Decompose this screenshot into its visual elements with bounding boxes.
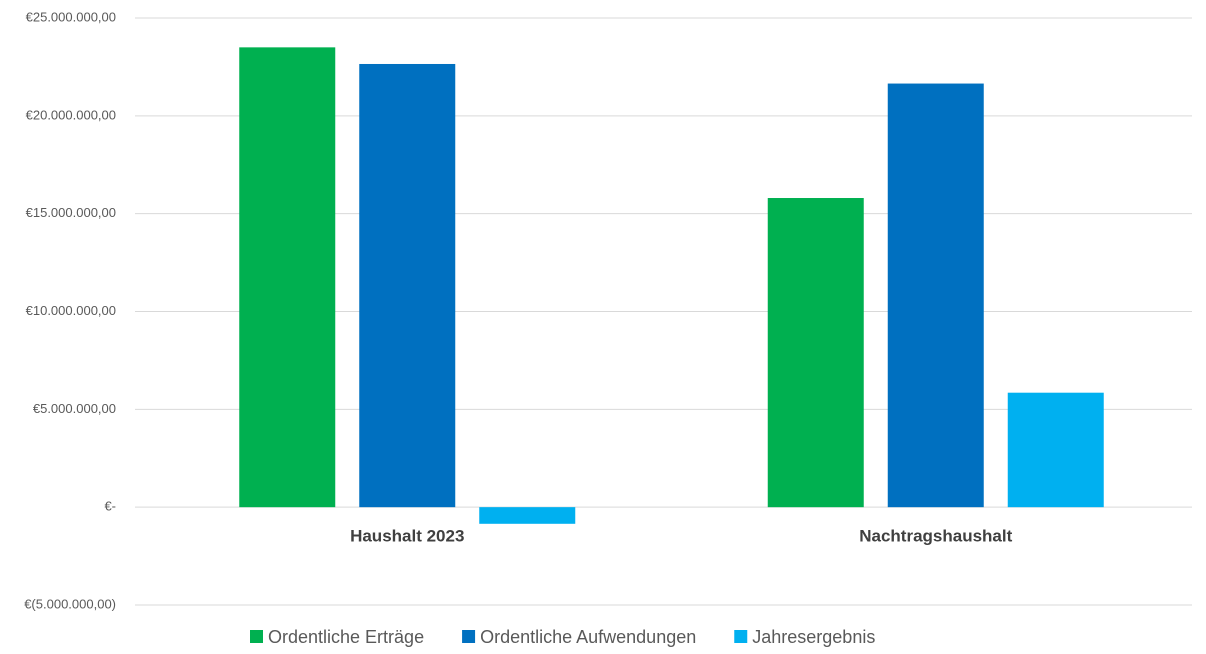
bar xyxy=(359,63,456,508)
legend-swatch xyxy=(734,630,748,643)
legend-swatch xyxy=(250,630,263,643)
bar xyxy=(767,198,864,508)
bar xyxy=(239,47,336,508)
y-tick-label: €- xyxy=(104,499,116,514)
bar xyxy=(479,507,576,524)
legend-label: Jahresergebnis xyxy=(752,627,875,647)
y-tick-label: €10.000.000,00 xyxy=(26,303,116,318)
y-tick-label: €5.000.000,00 xyxy=(33,401,116,416)
legend-label: Ordentliche Aufwendungen xyxy=(480,627,696,647)
y-tick-label: €25.000.000,00 xyxy=(26,9,116,24)
x-tick-label: Nachtragshaushalt xyxy=(859,527,1012,546)
y-tick-label: €(5.000.000,00) xyxy=(24,596,116,611)
bar xyxy=(887,83,984,508)
y-tick-label: €20.000.000,00 xyxy=(26,107,116,122)
y-tick-label: €15.000.000,00 xyxy=(26,205,116,220)
legend-label: Ordentliche Erträge xyxy=(268,627,424,647)
legend-swatch xyxy=(462,630,476,643)
x-tick-label: Haushalt 2023 xyxy=(350,527,464,546)
bar xyxy=(1007,392,1104,508)
